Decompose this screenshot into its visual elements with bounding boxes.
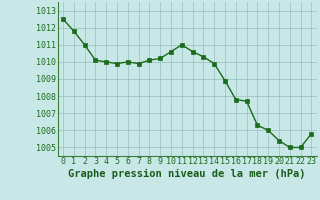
X-axis label: Graphe pression niveau de la mer (hPa): Graphe pression niveau de la mer (hPa) [68, 169, 306, 179]
